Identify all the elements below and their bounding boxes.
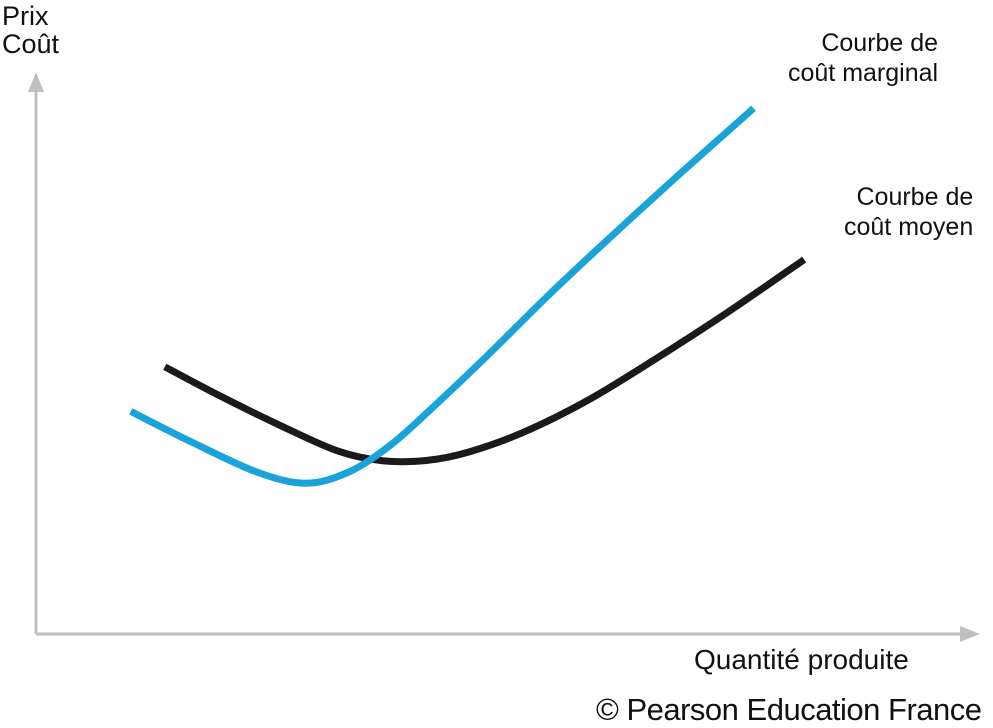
axes (28, 72, 980, 642)
average-cost-label-line-1: Courbe de (856, 183, 974, 211)
copyright-notice: © Pearson Education France (596, 692, 982, 727)
y-axis-label: Prix Coût (2, 2, 59, 58)
marginal-cost-curve (129, 105, 756, 487)
marginal-cost-label-line-1: Courbe de (821, 29, 939, 57)
average-cost-curve (163, 256, 807, 466)
y-axis-label-line-2: Coût (2, 29, 60, 59)
y-axis-label-line-1: Prix (2, 1, 49, 31)
marginal-cost-curve-label: Courbe de coût marginal (788, 28, 938, 88)
series-layer (129, 105, 807, 487)
marginal-cost-label-line-2: coût marginal (788, 59, 939, 87)
average-cost-label-line-2: coût moyen (844, 213, 974, 241)
x-axis-label: Quantité produite (694, 644, 909, 675)
x-axis-arrow (960, 626, 980, 642)
y-axis-arrow (28, 72, 44, 92)
average-cost-curve-label: Courbe de coût moyen (844, 182, 973, 242)
